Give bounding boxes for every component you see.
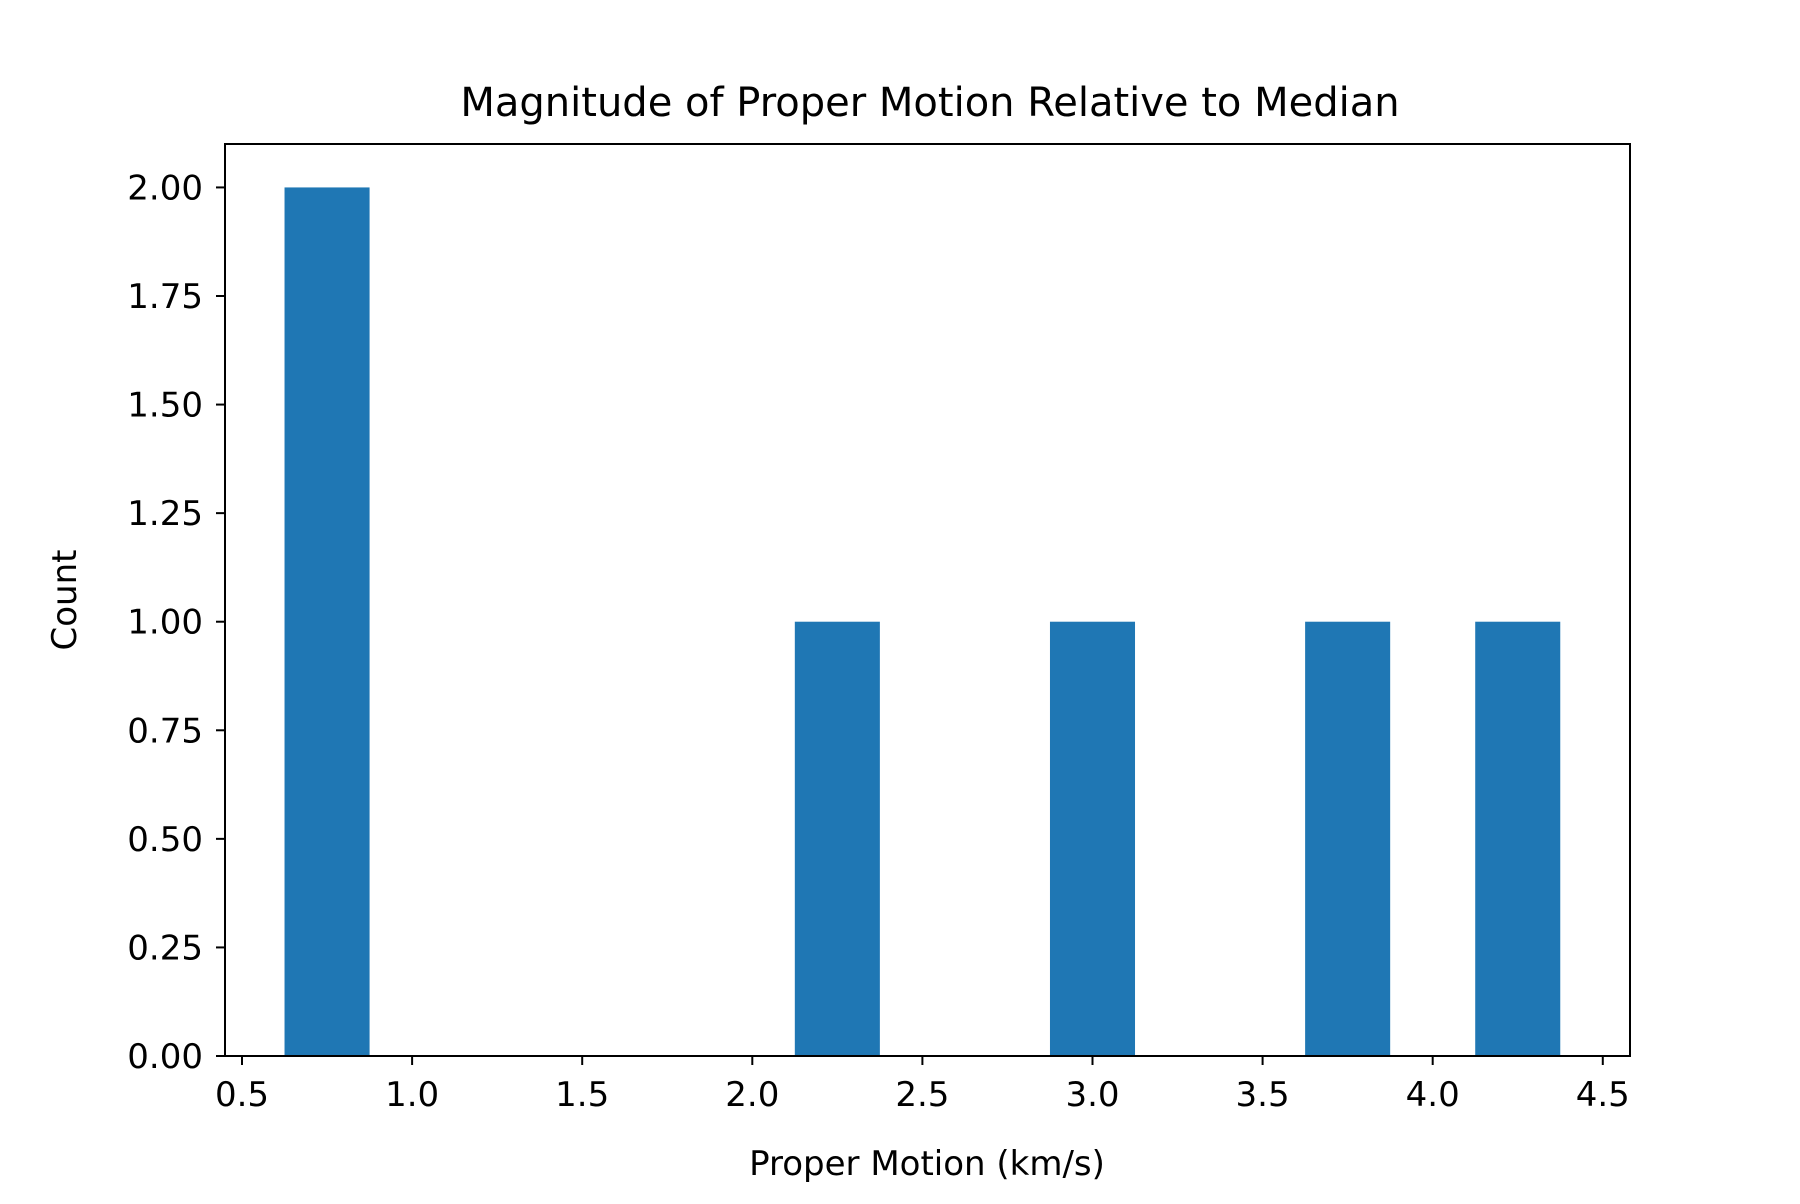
y-axis: 0.00 0.25 0.50 0.75 1.00 1.25 1.50 1.75 2.00	[127, 168, 225, 1077]
y-tick-label: 2.00	[127, 168, 203, 208]
x-tick-label: 3.5	[1236, 1075, 1290, 1115]
histogram-bar	[794, 621, 880, 1056]
x-tick-label: 1.0	[385, 1075, 439, 1115]
histogram-bar	[1049, 621, 1136, 1056]
plot-frame	[224, 143, 1631, 1057]
y-tick-label: 0.00	[127, 1037, 203, 1077]
chart-title: Magnitude of Proper Motion Relative to M…	[460, 80, 1399, 126]
x-tick-label: 0.5	[215, 1075, 269, 1115]
y-tick-label: 1.50	[127, 386, 203, 426]
x-tick-label: 3.0	[1065, 1075, 1119, 1115]
x-tick-label: 4.5	[1576, 1075, 1630, 1115]
histogram-bar	[1475, 621, 1561, 1056]
y-axis-label: Count	[45, 550, 85, 651]
x-tick-label: 2.5	[895, 1075, 949, 1115]
y-tick-label: 0.25	[127, 928, 203, 968]
x-axis: 0.5 1.0 1.5 2.0 2.5 3.0 3.5 4.0 4.5	[215, 1056, 1630, 1115]
x-axis-label: Proper Motion (km/s)	[749, 1144, 1105, 1184]
x-tick-label: 2.0	[725, 1075, 779, 1115]
y-tick-label: 1.25	[127, 494, 203, 534]
histogram-bar	[1305, 621, 1391, 1056]
x-tick-label: 1.5	[555, 1075, 609, 1115]
histogram-bar	[284, 187, 370, 1056]
y-tick-label: 1.75	[127, 277, 203, 317]
y-tick-label: 0.75	[127, 711, 203, 751]
y-tick-label: 1.00	[127, 603, 203, 643]
bars-layer	[284, 187, 1561, 1056]
y-tick-label: 0.50	[127, 820, 203, 860]
x-tick-label: 4.0	[1406, 1075, 1460, 1115]
